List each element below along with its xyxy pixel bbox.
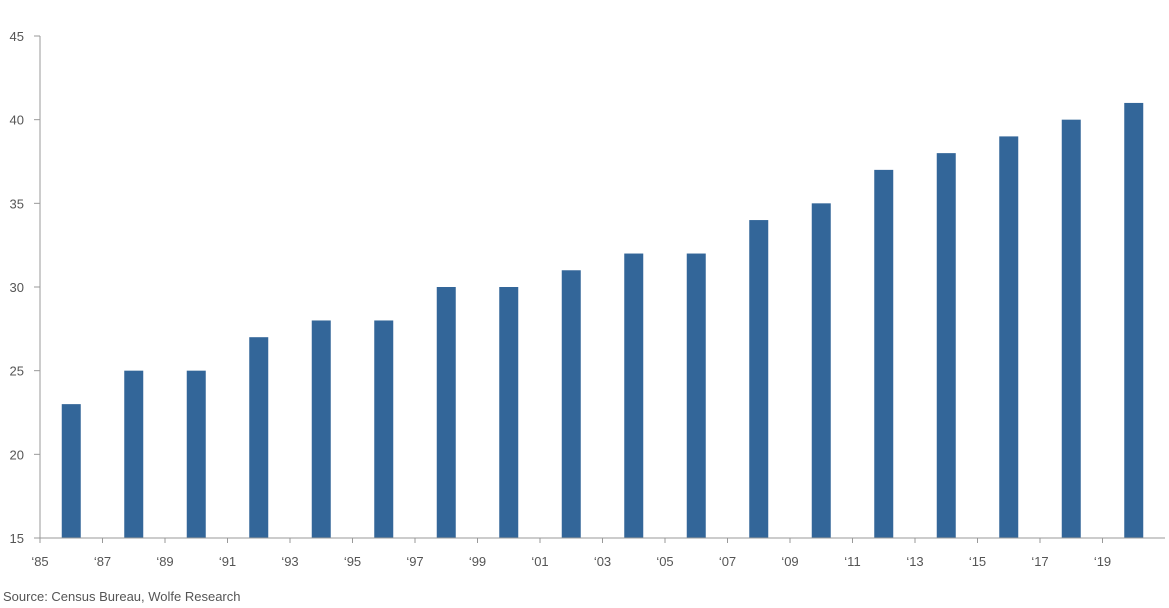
bar-2016 [999,136,1019,538]
y-tick-label: 25 [10,364,24,379]
bar-2000 [499,287,519,538]
bar-1998 [436,287,456,538]
bar-2012 [874,169,894,538]
y-tick-label: 45 [10,29,24,44]
x-tick-label: ‘07 [719,554,736,569]
bar-1994 [311,320,331,538]
bar-2008 [749,220,769,539]
bar-2018 [1061,119,1081,539]
x-axis-ticks: ‘85 ‘87 ‘89 ‘91 ‘93 ‘95 ‘97 ‘99 ‘01 ‘03 ‘05 ‘07 ‘09 ‘… [31,538,1111,569]
bar-1990 [186,370,206,538]
y-axis-ticks: 15 20 25 30 35 40 45 [10,29,40,546]
x-tick-label: ‘13 [906,554,923,569]
x-tick-label: ‘93 [281,554,298,569]
x-tick-label: ‘17 [1031,554,1048,569]
source-note: Source: Census Bureau, Wolfe Research [3,589,241,604]
y-tick-label: 20 [10,447,24,462]
bar-2006 [686,253,706,539]
x-tick-label: ‘87 [94,554,111,569]
bar-2010 [811,203,831,539]
x-tick-label: ‘95 [344,554,361,569]
y-tick-label: 15 [10,531,24,546]
x-tick-label: ‘19 [1094,554,1111,569]
x-tick-label: ‘89 [156,554,173,569]
bar-1988 [124,370,144,538]
bar-2002 [561,270,581,538]
bar-2014 [936,153,956,538]
x-tick-label: ‘97 [406,554,423,569]
bar-1996 [374,320,394,538]
y-tick-label: 40 [10,113,24,128]
bar-2004 [624,253,644,539]
bars [61,102,1144,539]
x-tick-label: ‘15 [969,554,986,569]
x-tick-label: ‘03 [594,554,611,569]
bar-1992 [249,337,269,538]
x-tick-label: ‘01 [531,554,548,569]
x-tick-label: ‘85 [31,554,48,569]
x-tick-label: ‘11 [844,554,860,569]
x-tick-label: ‘91 [219,554,236,569]
y-tick-label: 35 [10,196,24,211]
y-tick-label: 30 [10,280,24,295]
x-tick-label: ‘99 [469,554,486,569]
x-tick-label: ‘09 [781,554,798,569]
bar-2020 [1124,102,1144,538]
x-tick-label: ‘05 [656,554,673,569]
bar-1986 [61,404,81,538]
